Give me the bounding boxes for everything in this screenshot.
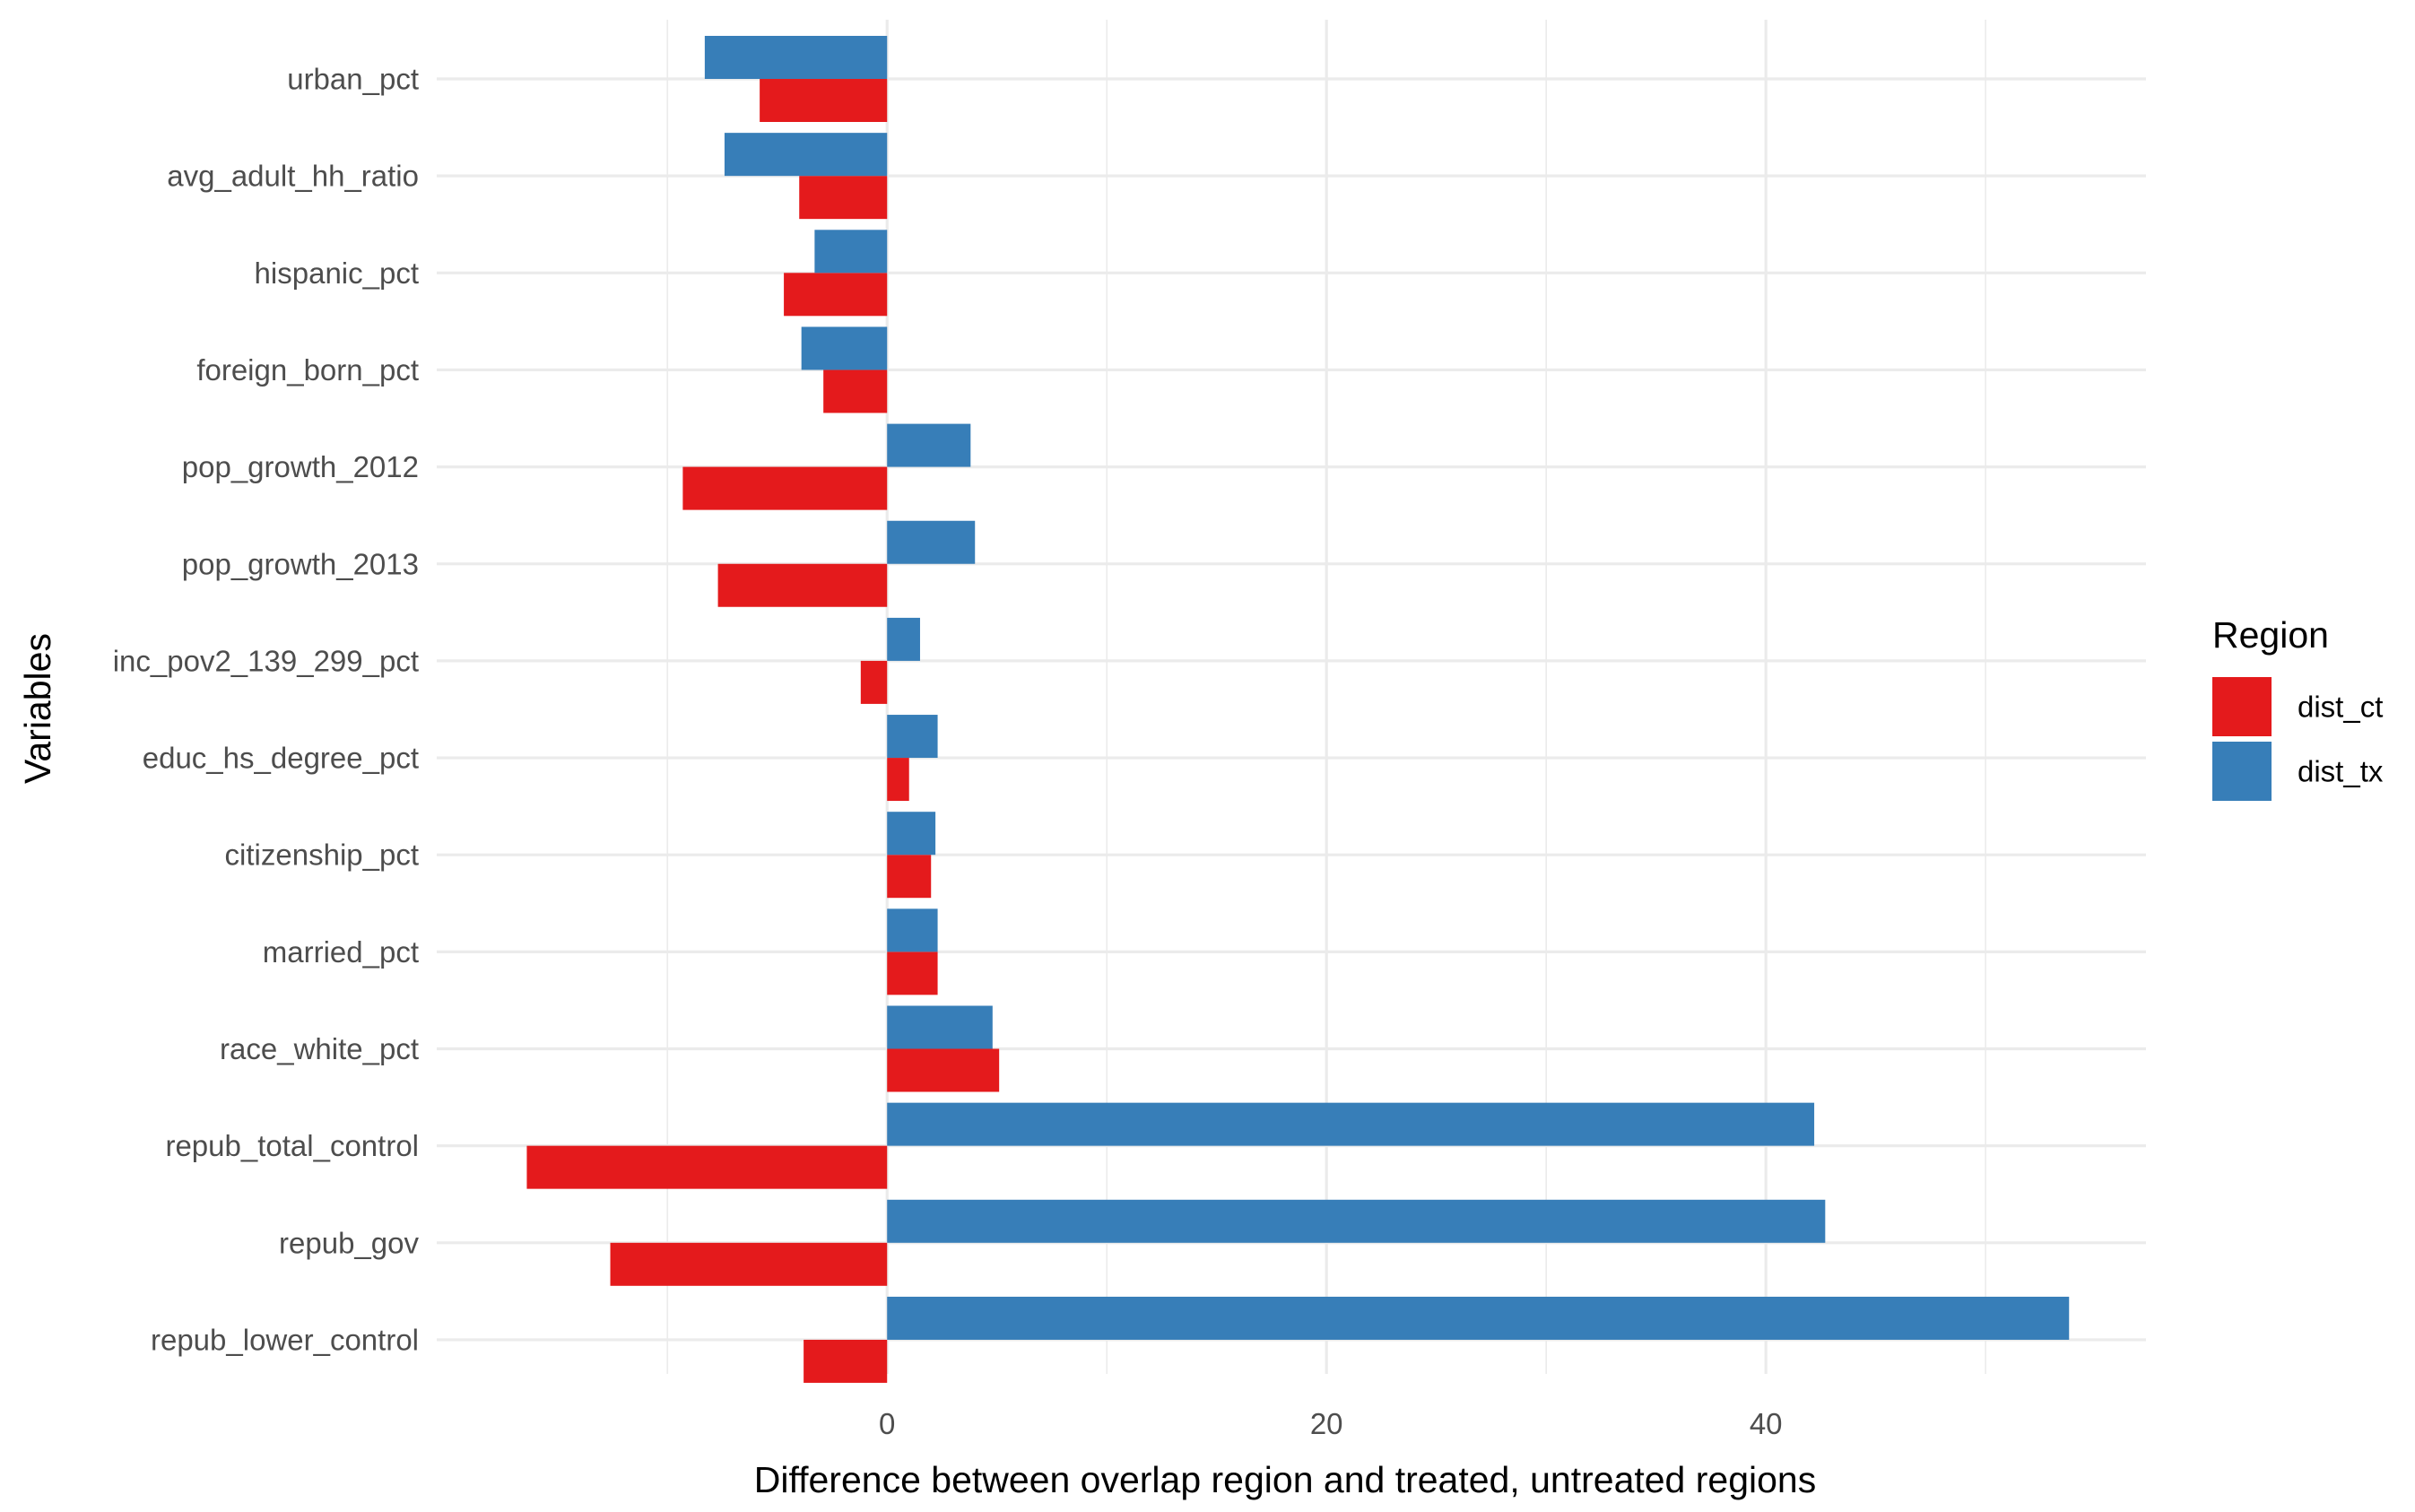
- bar-layer: [526, 36, 2070, 1383]
- y-tick-label: race_white_pct: [220, 1032, 419, 1065]
- y-tick-label: hispanic_pct: [255, 256, 419, 290]
- bar-dist_ct-avg_adult_hh_ratio: [799, 176, 888, 220]
- y-tick-label: educ_hs_degree_pct: [143, 742, 419, 775]
- y-tick-label: citizenship_pct: [225, 839, 419, 872]
- x-axis-title: Difference between overlap region and tr…: [754, 1459, 1816, 1500]
- bar-dist_tx-race_white_pct: [887, 1005, 993, 1049]
- legend-swatch-dist_ct: [2212, 677, 2272, 736]
- y-tick-label: inc_pov2_139_299_pct: [113, 644, 419, 677]
- bar-dist_tx-avg_adult_hh_ratio: [724, 133, 888, 177]
- bar-dist_tx-repub_gov: [887, 1199, 1826, 1243]
- bar-dist_ct-educ_hs_degree_pct: [887, 758, 909, 802]
- y-axis-title: Variables: [17, 633, 58, 784]
- bar-dist_tx-inc_pov2_139_299_pct: [887, 617, 920, 661]
- bar-dist_ct-repub_total_control: [526, 1145, 888, 1189]
- y-tick-label: repub_lower_control: [151, 1323, 419, 1356]
- legend-title: Region: [2212, 614, 2329, 656]
- bar-dist_tx-pop_growth_2013: [887, 520, 976, 564]
- y-tick-label: repub_gov: [279, 1226, 419, 1259]
- y-tick-label: pop_growth_2012: [182, 450, 419, 483]
- bar-dist_tx-foreign_born_pct: [801, 326, 888, 370]
- legend-label-dist_tx: dist_tx: [2298, 755, 2384, 788]
- bar-dist_tx-hispanic_pct: [814, 230, 888, 274]
- bar-dist_ct-urban_pct: [760, 79, 888, 122]
- bar-dist_ct-married_pct: [887, 952, 938, 995]
- y-tick-label: repub_total_control: [165, 1129, 419, 1162]
- bar-dist_tx-citizenship_pct: [887, 812, 936, 856]
- y-tick-label: foreign_born_pct: [196, 353, 419, 387]
- y-tick-label: avg_adult_hh_ratio: [167, 160, 419, 193]
- bar-dist_ct-hispanic_pct: [784, 273, 888, 317]
- bar-dist_ct-repub_lower_control: [804, 1339, 888, 1383]
- bar-dist_tx-educ_hs_degree_pct: [887, 715, 938, 759]
- bar-dist_ct-foreign_born_pct: [823, 369, 888, 413]
- bar-dist_tx-repub_total_control: [887, 1102, 1815, 1146]
- y-tick-label: pop_growth_2013: [182, 547, 419, 580]
- y-tick-label: married_pct: [263, 935, 419, 969]
- x-tick-label: 40: [1750, 1407, 1783, 1440]
- legend-items: dist_ct dist_tx: [2212, 677, 2384, 801]
- bar-dist_tx-urban_pct: [704, 36, 888, 79]
- x-tick-labels: 0 20 40: [879, 1407, 1782, 1440]
- bar-dist_ct-pop_growth_2012: [682, 466, 888, 510]
- bar-dist_tx-pop_growth_2012: [887, 423, 971, 467]
- x-tick-label: 20: [1310, 1407, 1343, 1440]
- bar-dist_ct-repub_gov: [610, 1242, 888, 1286]
- bar-dist_tx-married_pct: [887, 908, 938, 952]
- bar-dist_tx-repub_lower_control: [887, 1296, 2070, 1340]
- y-tick-labels: urban_pct avg_adult_hh_ratio hispanic_pctf…: [113, 63, 420, 1357]
- bar-dist_ct-pop_growth_2013: [717, 563, 888, 607]
- legend-swatch-dist_tx: [2212, 742, 2272, 801]
- x-tick-label: 0: [879, 1407, 895, 1440]
- legend-label-dist_ct: dist_ct: [2298, 691, 2383, 724]
- bar-dist_ct-race_white_pct: [887, 1048, 1000, 1092]
- legend: Region dist_ct dist_tx: [2212, 614, 2384, 801]
- bar-dist_ct-inc_pov2_139_299_pct: [860, 660, 888, 704]
- bar-dist_ct-citizenship_pct: [887, 855, 932, 899]
- y-tick-label: urban_pct: [287, 63, 419, 96]
